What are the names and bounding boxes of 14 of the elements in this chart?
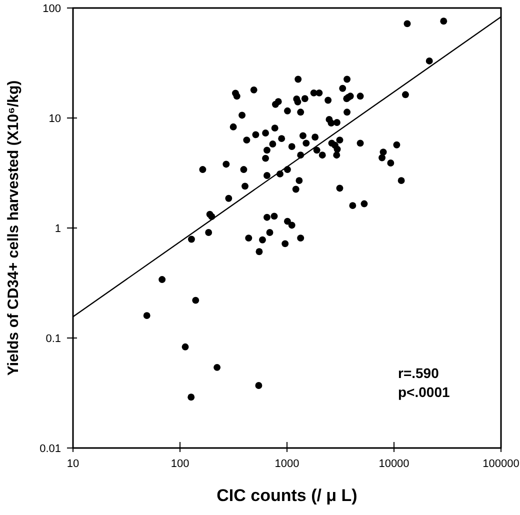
y-tick-label: 0.01 bbox=[40, 442, 61, 455]
y-tick-label: 100 bbox=[42, 2, 61, 15]
y-tick-label: 0.1 bbox=[46, 332, 61, 345]
x-axis-title: CIC counts (/ μ L) bbox=[216, 486, 358, 505]
x-tick-label: 10 bbox=[66, 458, 80, 470]
y-tick-label: 1 bbox=[54, 222, 61, 235]
annotation: p<.0001 bbox=[398, 384, 450, 400]
x-tick-label: 100000 bbox=[482, 458, 520, 470]
x-tick-label: 10000 bbox=[378, 458, 410, 470]
y-tick-label: 10 bbox=[48, 112, 61, 125]
annotation: r=.590 bbox=[398, 365, 440, 381]
x-tick-label: 100 bbox=[170, 458, 190, 470]
x-tick-label: 1000 bbox=[274, 458, 300, 470]
y-axis-title: Yields of CD34+ cells harvested (X10⁶/kg) bbox=[5, 80, 22, 376]
